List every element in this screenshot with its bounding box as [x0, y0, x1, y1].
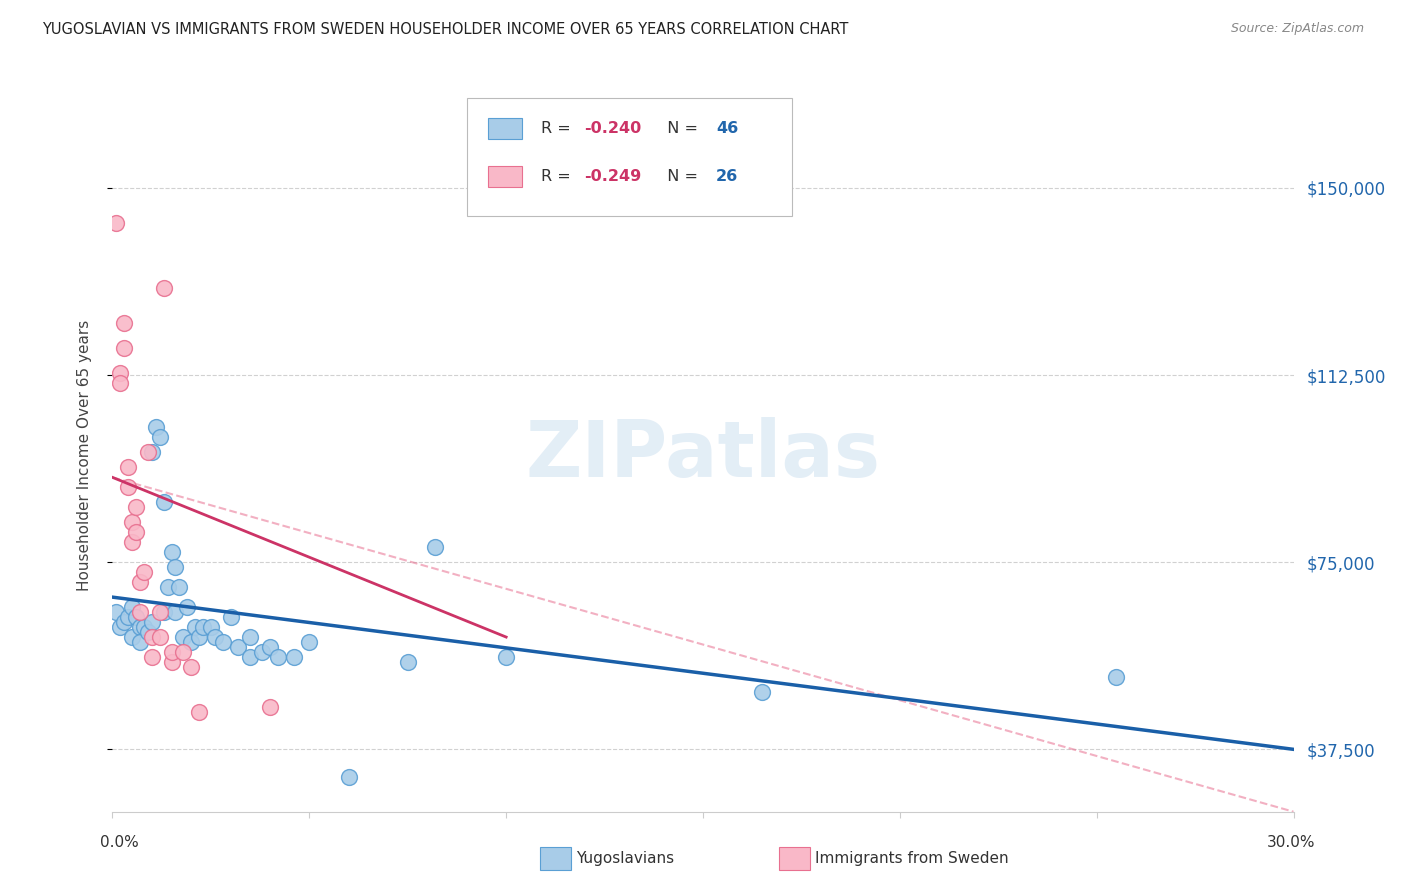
- Point: [211, 635, 233, 649]
- Point: [165, 560, 187, 574]
- Point: [141, 630, 163, 644]
- Point: [149, 430, 172, 444]
- Point: [337, 770, 360, 784]
- Point: [259, 700, 281, 714]
- Point: [141, 650, 163, 665]
- Point: [141, 445, 163, 459]
- Point: [117, 460, 139, 475]
- Point: [160, 645, 183, 659]
- Point: [141, 615, 163, 629]
- Text: 0.0%: 0.0%: [100, 836, 139, 850]
- Point: [136, 625, 159, 640]
- Point: [180, 660, 202, 674]
- Point: [219, 610, 242, 624]
- Point: [112, 615, 135, 629]
- Point: [152, 495, 174, 509]
- FancyBboxPatch shape: [488, 119, 522, 139]
- FancyBboxPatch shape: [467, 98, 792, 216]
- Point: [149, 630, 172, 644]
- Point: [117, 480, 139, 494]
- Point: [169, 580, 191, 594]
- Point: [132, 565, 155, 579]
- Point: [191, 620, 214, 634]
- Text: ZIPatlas: ZIPatlas: [526, 417, 880, 493]
- Point: [121, 600, 143, 615]
- Point: [129, 635, 152, 649]
- Text: Immigrants from Sweden: Immigrants from Sweden: [815, 851, 1010, 865]
- Point: [129, 620, 152, 634]
- Point: [112, 316, 135, 330]
- Text: 30.0%: 30.0%: [1267, 836, 1315, 850]
- Point: [121, 535, 143, 549]
- Text: Yugoslavians: Yugoslavians: [576, 851, 675, 865]
- Point: [425, 540, 447, 554]
- Point: [156, 580, 179, 594]
- Point: [172, 645, 194, 659]
- Point: [204, 630, 226, 644]
- Point: [149, 605, 172, 619]
- Point: [495, 650, 517, 665]
- Text: R =: R =: [541, 121, 576, 136]
- Point: [396, 655, 419, 669]
- Point: [239, 650, 262, 665]
- Point: [259, 640, 281, 654]
- Text: -0.249: -0.249: [583, 169, 641, 184]
- Point: [751, 685, 773, 699]
- Point: [176, 600, 198, 615]
- Point: [117, 610, 139, 624]
- Point: [160, 545, 183, 559]
- Text: 46: 46: [716, 121, 738, 136]
- Point: [125, 525, 148, 540]
- Point: [129, 605, 152, 619]
- Point: [184, 620, 207, 634]
- Point: [132, 620, 155, 634]
- Point: [152, 605, 174, 619]
- Point: [125, 610, 148, 624]
- Point: [160, 655, 183, 669]
- Point: [129, 575, 152, 590]
- Text: N =: N =: [657, 121, 703, 136]
- Point: [239, 630, 262, 644]
- FancyBboxPatch shape: [488, 166, 522, 187]
- Point: [121, 516, 143, 530]
- Point: [125, 500, 148, 515]
- Point: [283, 650, 305, 665]
- Text: -0.240: -0.240: [583, 121, 641, 136]
- Text: Source: ZipAtlas.com: Source: ZipAtlas.com: [1230, 22, 1364, 36]
- Point: [110, 366, 132, 380]
- Text: N =: N =: [657, 169, 703, 184]
- Point: [105, 605, 128, 619]
- Point: [136, 445, 159, 459]
- Point: [165, 605, 187, 619]
- Point: [200, 620, 222, 634]
- Point: [188, 705, 211, 719]
- Point: [105, 216, 128, 230]
- Point: [188, 630, 211, 644]
- Point: [228, 640, 250, 654]
- Point: [112, 341, 135, 355]
- Point: [172, 630, 194, 644]
- Point: [1105, 670, 1128, 684]
- Text: R =: R =: [541, 169, 576, 184]
- Point: [298, 635, 321, 649]
- Point: [267, 650, 290, 665]
- Point: [121, 630, 143, 644]
- Point: [180, 635, 202, 649]
- Point: [152, 281, 174, 295]
- Point: [110, 376, 132, 390]
- Point: [110, 620, 132, 634]
- Point: [145, 420, 167, 434]
- Point: [250, 645, 273, 659]
- Text: YUGOSLAVIAN VS IMMIGRANTS FROM SWEDEN HOUSEHOLDER INCOME OVER 65 YEARS CORRELATI: YUGOSLAVIAN VS IMMIGRANTS FROM SWEDEN HO…: [42, 22, 849, 37]
- Text: 26: 26: [716, 169, 738, 184]
- Y-axis label: Householder Income Over 65 years: Householder Income Over 65 years: [77, 319, 91, 591]
